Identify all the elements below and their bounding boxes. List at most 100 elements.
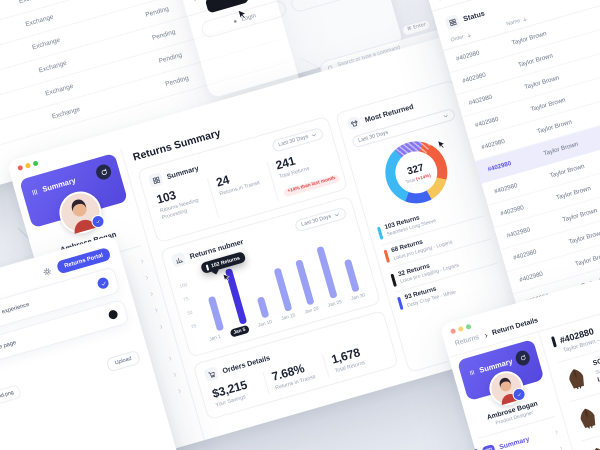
verified-badge-icon — [510, 386, 527, 403]
chevron-right-icon — [482, 332, 489, 339]
check-icon — [95, 220, 100, 224]
nav-menu-window: SettingsReturns PolicyHelp Center LoginD… — [168, 0, 404, 99]
product-image-hoodie — [580, 408, 596, 429]
file-chip[interactable]: blackbackground.png — [0, 383, 23, 418]
y-axis-tick: 50 — [186, 309, 193, 316]
legend-color-bar — [390, 273, 397, 287]
main-content: Returns Summary Summary Last 30 Days 1 — [121, 53, 539, 440]
return-details-window: Returns Return Details Summary — [439, 233, 600, 450]
tshirt-icon — [350, 120, 357, 127]
chevR-icon — [173, 372, 176, 377]
upload-button[interactable]: Upload — [105, 349, 142, 373]
period-dropdown[interactable]: Last 30 Days — [293, 206, 348, 233]
product-row[interactable]: SGH Holden HoodieSizeLargeQuantity12 — [569, 341, 600, 441]
grid-icon — [448, 18, 457, 26]
product-image-hoodie — [591, 448, 600, 450]
y-axis-tick: 100 — [178, 281, 188, 289]
x-axis-label: Jan 15 — [280, 313, 297, 323]
verified-badge-icon — [89, 213, 106, 230]
bar-jan-10 — [256, 296, 270, 319]
sidebar-item-label: Summary — [498, 436, 531, 450]
cursor-pointer-icon — [237, 7, 250, 21]
period-dropdown[interactable]: Last 30 Days — [351, 107, 457, 149]
maximize-icon[interactable] — [32, 160, 39, 167]
refresh-button[interactable] — [94, 162, 113, 182]
sidebar-item-returns[interactable]: Returns — [486, 439, 567, 450]
return-details-content: #402880 Taylor Brown – Abbybrown@gmail.c… — [539, 266, 600, 450]
dark-button[interactable]: Dark — [289, 0, 378, 14]
breadcrumb: Returns Return Details — [444, 252, 600, 358]
column-header-name[interactable]: Name — [506, 0, 600, 28]
column-header-order[interactable]: Order — [450, 22, 507, 44]
bar-jan-1 — [207, 295, 225, 332]
login-button[interactable]: Login — [199, 0, 289, 40]
arrowD-icon — [523, 17, 527, 22]
chevR-icon — [177, 388, 181, 393]
toggle-on-icon[interactable] — [96, 276, 110, 290]
cursor-pointer-icon — [222, 273, 230, 282]
refresh-button[interactable] — [514, 348, 532, 368]
brand-bars-icon — [468, 368, 477, 377]
chevR-icon — [154, 308, 158, 313]
setting-row[interactable]: Customize your customer experience — [0, 266, 121, 347]
most-returned-card: Most Returned Last 30 Days 327 Total — [334, 79, 529, 374]
refresh-icon — [520, 354, 526, 361]
bar-jan-30 — [344, 259, 360, 293]
product-name: SGH Holden Hoodie — [592, 343, 600, 368]
period-dropdown[interactable]: Last 30 Days — [271, 126, 325, 153]
gear-icon[interactable] — [41, 265, 53, 277]
legend-color-bar — [397, 296, 404, 311]
bar-chart: 100 75 50 25 102 Returns — [177, 229, 367, 338]
gear-icon — [43, 267, 51, 275]
chevD-icon — [311, 133, 316, 136]
refresh-icon — [101, 168, 107, 175]
product-row[interactable]: SGH Holden HoodieSizeLargeQuantity12 — [558, 301, 600, 402]
cursor-pointer-icon — [436, 138, 447, 150]
product-image-hoodie — [569, 369, 584, 390]
chevR-icon — [484, 333, 487, 338]
toggle-dot-icon[interactable] — [107, 309, 119, 321]
cursor-pointer-icon — [222, 272, 232, 283]
check-icon — [101, 281, 105, 286]
avatar — [53, 186, 106, 239]
cart-icon — [207, 371, 215, 378]
donut-chart: 327 Total (+14%) — [377, 134, 455, 211]
summary-card-title: Summary — [165, 163, 200, 182]
chevR-icon — [145, 275, 148, 280]
help-icon — [194, 0, 200, 1]
grid-icon — [152, 176, 160, 184]
bar-jan-20 — [295, 259, 315, 306]
chevD-icon — [443, 114, 448, 118]
stat-total-returns: 241 Total Returns +14% than last month — [266, 144, 341, 201]
legend-color-bar — [376, 226, 383, 240]
user-photo — [60, 193, 99, 235]
chevR-icon — [159, 324, 163, 329]
minimize-icon[interactable] — [24, 162, 32, 169]
bar-jan-15 — [273, 267, 292, 313]
x-axis-label: Jan 20 — [304, 306, 320, 316]
check-icon — [516, 393, 521, 397]
chevR-icon — [150, 291, 153, 296]
x-axis-label: Jan 1 — [208, 334, 222, 343]
x-axis-label: Jan 30 — [350, 293, 367, 303]
y-axis-tick: 75 — [182, 296, 190, 303]
setting-label: Choose a useful home page — [0, 339, 17, 366]
avatar — [484, 367, 527, 410]
sidebar: Summary Ambrose Bogan Product Designer S… — [448, 332, 585, 450]
summary-card: Summary Last 30 Days 103 Returns Needing … — [136, 115, 349, 244]
stat-returns-in-transit: 24 Returns in Transit — [206, 161, 278, 218]
portal-settings-window: Returns Portal Customize your customer e… — [0, 234, 209, 450]
x-axis-label: Jan 10 — [257, 320, 273, 329]
orders-details-card: Orders Details $3,215 Your Savings 7.68% Re… — [192, 310, 400, 421]
sidebar-brand-card: Summary — [19, 152, 129, 239]
sidebar-brand-card: Summary — [456, 339, 545, 410]
grid-icon — [485, 447, 493, 450]
chevR-icon — [168, 356, 172, 361]
bars-icon — [32, 188, 38, 195]
returns-number-chart-card: Returns nubmer Last 30 Days 100 75 50 25 — [159, 195, 382, 358]
arrowD-icon — [467, 33, 471, 38]
close-icon[interactable] — [17, 164, 24, 171]
chevR-icon — [140, 259, 144, 263]
bar-jan-25 — [315, 245, 338, 300]
cursor-pointer-icon — [437, 140, 446, 149]
